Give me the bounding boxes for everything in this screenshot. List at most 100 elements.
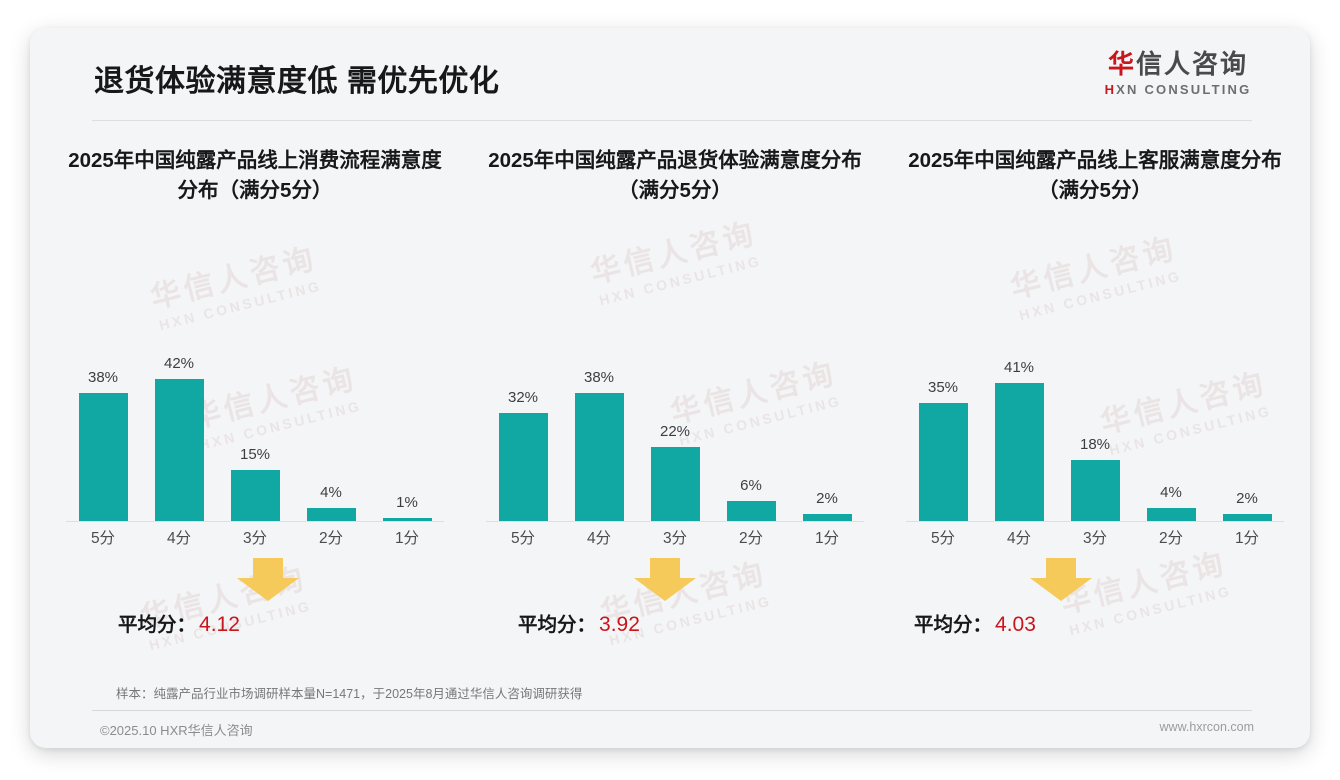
bar-rect[interactable]	[78, 392, 128, 521]
x-tick-label: 3分	[662, 530, 688, 547]
chart-title: 2025年中国纯露产品线上消费流程满意度分布（满分5分）	[68, 149, 442, 203]
average-annotation: 平均分： 4.03	[900, 558, 1290, 666]
bar-item[interactable]: 2%	[790, 321, 864, 521]
bar-item[interactable]: 38%	[66, 321, 140, 521]
logo-english-first-char: H	[1104, 81, 1117, 97]
bar-value-label: 6%	[740, 476, 762, 494]
bar-item[interactable]: 35%	[906, 321, 980, 521]
bar-value-label: 32%	[507, 388, 539, 406]
chart-title: 2025年中国纯露产品退货体验满意度分布（满分5分）	[488, 149, 862, 203]
bar-item[interactable]: 38%	[562, 321, 636, 521]
bar-rect[interactable]	[918, 402, 968, 521]
x-tick-label: 4分	[586, 530, 612, 547]
x-axis-line	[906, 521, 1284, 522]
chart-panel-customer-service: 2025年中国纯露产品线上客服满意度分布（满分5分） 35% 41% 18% 4…	[888, 146, 1302, 666]
bar-value-label: 35%	[927, 378, 959, 396]
bar-chart: 38% 42% 15% 4% 1% 5分 4分 3分 2分 1分	[60, 254, 450, 554]
charts-row: 2025年中国纯露产品线上消费流程满意度分布（满分5分） 38% 42% 15%…	[30, 146, 1310, 666]
logo-chinese-first-char: 华	[1107, 49, 1136, 79]
copyright-text: ©2025.10 HXR华信人咨询	[100, 723, 253, 738]
bar-item[interactable]: 4%	[1134, 321, 1208, 521]
average-annotation: 平均分： 4.12	[60, 558, 450, 666]
x-tick-label: 3分	[242, 530, 268, 547]
chart-title: 2025年中国纯露产品线上客服满意度分布（满分5分）	[908, 149, 1282, 203]
bar-group: 32% 38% 22% 6% 2%	[486, 321, 864, 521]
x-tick-label: 1分	[814, 530, 840, 547]
average-value: 4.03	[995, 613, 1036, 636]
x-tick-label: 1分	[394, 530, 420, 547]
chart-panel-consumption-flow: 2025年中国纯露产品线上消费流程满意度分布（满分5分） 38% 42% 15%…	[48, 146, 462, 666]
average-label: 平均分：	[914, 614, 993, 636]
bar-rect[interactable]	[574, 392, 624, 521]
footer-divider	[92, 710, 1252, 711]
bar-rect[interactable]	[802, 514, 852, 521]
bar-chart: 32% 38% 22% 6% 2% 5分 4分 3分 2分 1分	[480, 254, 870, 554]
average-annotation: 平均分： 3.92	[480, 558, 870, 666]
bar-chart: 35% 41% 18% 4% 2% 5分 4分 3分 2分 1分	[900, 254, 1290, 554]
bar-value-label: 41%	[1003, 358, 1035, 376]
slide-header: 退货体验满意度低 需优先优化 华信人咨询 HXN CONSULTING	[30, 28, 1310, 120]
bar-rect[interactable]	[382, 517, 432, 521]
company-logo: 华信人咨询 HXN CONSULTING	[1088, 49, 1268, 97]
x-tick-label: 4分	[1006, 530, 1032, 547]
bar-item[interactable]: 1%	[370, 321, 444, 521]
slide-footer: ©2025.10 HXR华信人咨询 www.hxrcon.com	[30, 720, 1310, 748]
bar-value-label: 42%	[163, 355, 195, 373]
x-axis-labels: 5分 4分 3分 2分 1分	[906, 524, 1284, 554]
x-tick-label: 5分	[90, 530, 116, 547]
average-label: 平均分：	[118, 614, 197, 636]
bar-item[interactable]: 6%	[714, 321, 788, 521]
down-arrow-icon	[235, 558, 301, 602]
bar-item[interactable]: 32%	[486, 321, 560, 521]
logo-chinese-rest: 信人咨询	[1136, 49, 1249, 79]
bar-value-label: 1%	[396, 493, 418, 511]
average-score: 平均分： 3.92	[518, 608, 640, 637]
average-score: 平均分： 4.12	[118, 608, 240, 637]
bar-group: 35% 41% 18% 4% 2%	[906, 321, 1284, 521]
average-score: 平均分： 4.03	[914, 608, 1036, 637]
bar-rect[interactable]	[1222, 514, 1272, 521]
x-tick-label: 1分	[1234, 530, 1260, 547]
chart-panel-return-experience: 2025年中国纯露产品退货体验满意度分布（满分5分） 32% 38% 22% 6…	[468, 146, 882, 666]
bar-item[interactable]: 2%	[1210, 321, 1284, 521]
bar-value-label: 15%	[239, 446, 271, 464]
bar-rect[interactable]	[726, 500, 776, 521]
down-arrow-icon	[632, 558, 698, 602]
x-axis-line	[486, 521, 864, 522]
bar-value-label: 4%	[320, 483, 342, 501]
x-tick-label: 2分	[318, 530, 344, 547]
average-value: 3.92	[599, 613, 640, 636]
average-label: 平均分：	[518, 614, 597, 636]
bar-rect[interactable]	[230, 470, 280, 521]
x-tick-label: 2分	[738, 530, 764, 547]
bar-rect[interactable]	[650, 446, 700, 521]
bar-value-label: 38%	[583, 368, 615, 386]
average-value: 4.12	[199, 613, 240, 636]
x-axis-labels: 5分 4分 3分 2分 1分	[486, 524, 864, 554]
bar-item[interactable]: 4%	[294, 321, 368, 521]
logo-english-text: HXN CONSULTING	[1088, 82, 1268, 97]
logo-english-rest: XN CONSULTING	[1116, 81, 1252, 97]
x-axis-line	[66, 521, 444, 522]
bar-item[interactable]: 41%	[982, 321, 1056, 521]
bar-rect[interactable]	[154, 379, 204, 521]
bar-item[interactable]: 15%	[218, 321, 292, 521]
source-footnote: 样本：纯露产品行业市场调研样本量N=1471，于2025年8月通过华信人咨询调研…	[116, 687, 583, 701]
x-tick-label: 4分	[166, 530, 192, 547]
bar-value-label: 22%	[659, 422, 691, 440]
slide-canvas: 退货体验满意度低 需优先优化 华信人咨询 HXN CONSULTING 华信人咨…	[30, 28, 1310, 748]
bar-rect[interactable]	[1070, 460, 1120, 521]
bar-rect[interactable]	[498, 412, 548, 521]
bar-value-label: 2%	[1236, 490, 1258, 508]
website-url[interactable]: www.hxrcon.com	[1159, 720, 1254, 734]
bar-value-label: 4%	[1160, 483, 1182, 501]
bar-item[interactable]: 42%	[142, 321, 216, 521]
bar-rect[interactable]	[1146, 507, 1196, 521]
bar-rect[interactable]	[306, 507, 356, 521]
down-arrow-icon	[1028, 558, 1094, 602]
x-tick-label: 5分	[510, 530, 536, 547]
bar-item[interactable]: 18%	[1058, 321, 1132, 521]
bar-rect[interactable]	[994, 382, 1044, 521]
bar-value-label: 2%	[816, 490, 838, 508]
bar-item[interactable]: 22%	[638, 321, 712, 521]
